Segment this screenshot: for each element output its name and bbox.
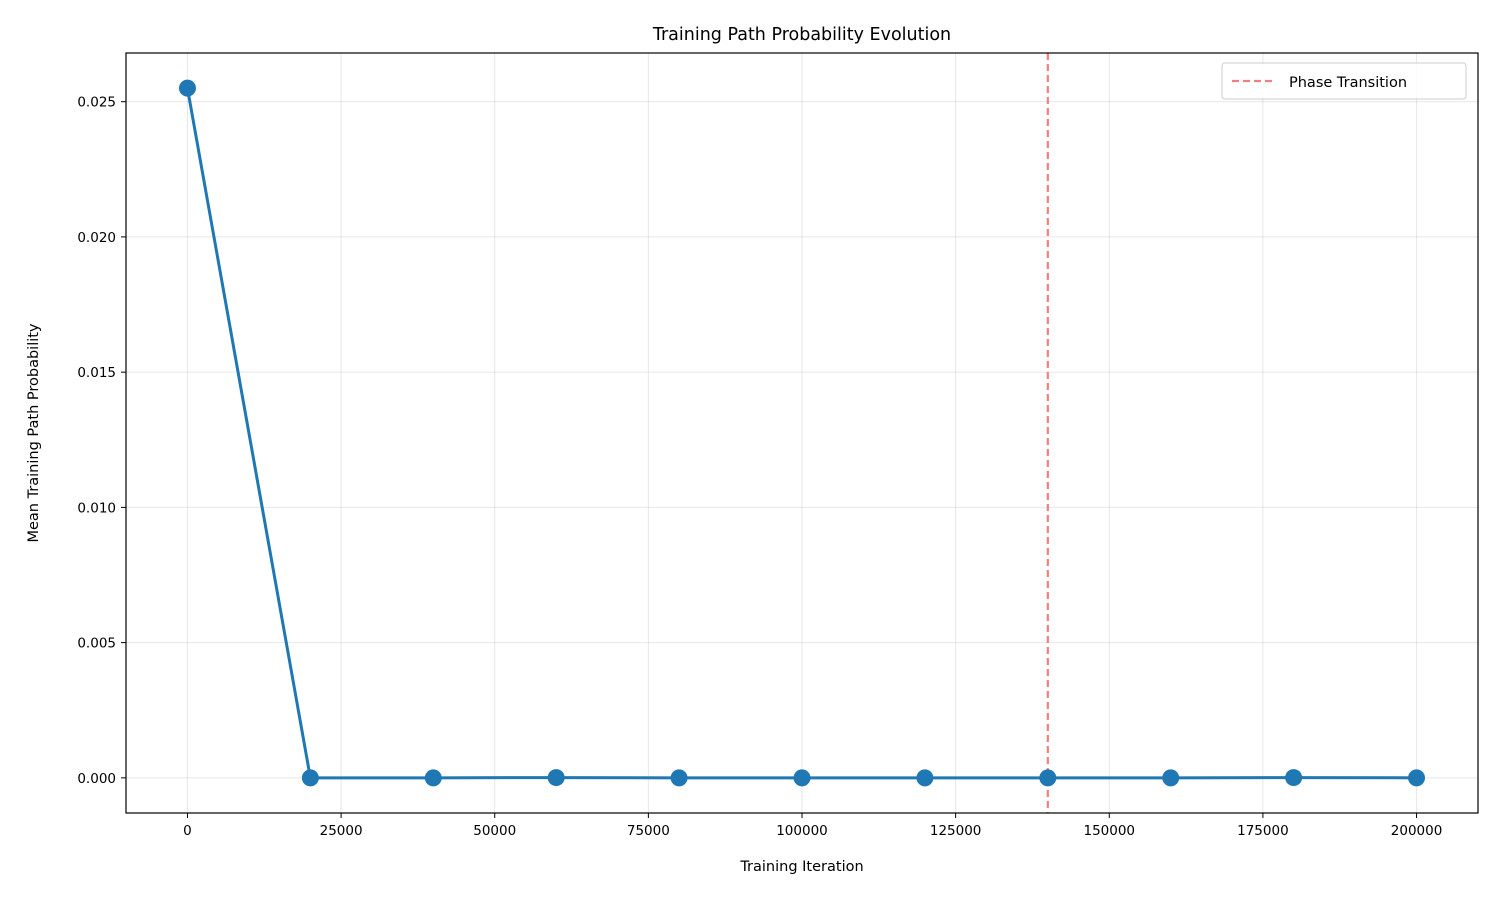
y-tick-label: 0.010: [77, 500, 116, 516]
x-tick-label: 25000: [320, 823, 363, 839]
data-point: [424, 769, 442, 787]
x-tick-label: 100000: [776, 823, 828, 839]
x-tick-label: 50000: [473, 823, 516, 839]
x-tick-label: 175000: [1237, 823, 1289, 839]
data-point: [916, 769, 934, 787]
series: [178, 79, 1426, 787]
data-point: [1162, 769, 1180, 787]
chart-title: Training Path Probability Evolution: [652, 25, 951, 45]
data-point: [793, 769, 811, 787]
x-axis-ticks: 0 25000 50000 75000 100000 125000 150000 175000…: [183, 813, 1442, 839]
y-tick-label: 0.015: [77, 365, 116, 381]
data-point: [1285, 769, 1303, 787]
y-tick-label: 0.025: [77, 95, 116, 111]
x-tick-label: 125000: [930, 823, 982, 839]
data-point: [670, 769, 688, 787]
data-point: [301, 769, 319, 787]
x-tick-label: 150000: [1083, 823, 1135, 839]
data-point: [1408, 769, 1426, 787]
x-tick-label: 0: [183, 823, 192, 839]
data-point: [547, 769, 565, 787]
y-axis-label: Mean Training Path Probability: [26, 323, 42, 542]
data-point: [1039, 769, 1057, 787]
y-tick-label: 0.020: [77, 230, 116, 246]
legend: Phase Transition: [1221, 62, 1467, 100]
legend-label-phase-transition: Phase Transition: [1289, 75, 1407, 91]
x-tick-label: 75000: [627, 823, 670, 839]
legend-box: [1221, 62, 1467, 100]
y-tick-label: 0.005: [77, 636, 116, 652]
y-axis-ticks: 0.000 0.005 0.010 0.015 0.020 0.025: [77, 95, 126, 787]
y-tick-label: 0.000: [77, 771, 116, 787]
data-point: [178, 79, 196, 97]
x-axis-label: Training Iteration: [739, 859, 863, 875]
x-tick-label: 200000: [1391, 823, 1443, 839]
